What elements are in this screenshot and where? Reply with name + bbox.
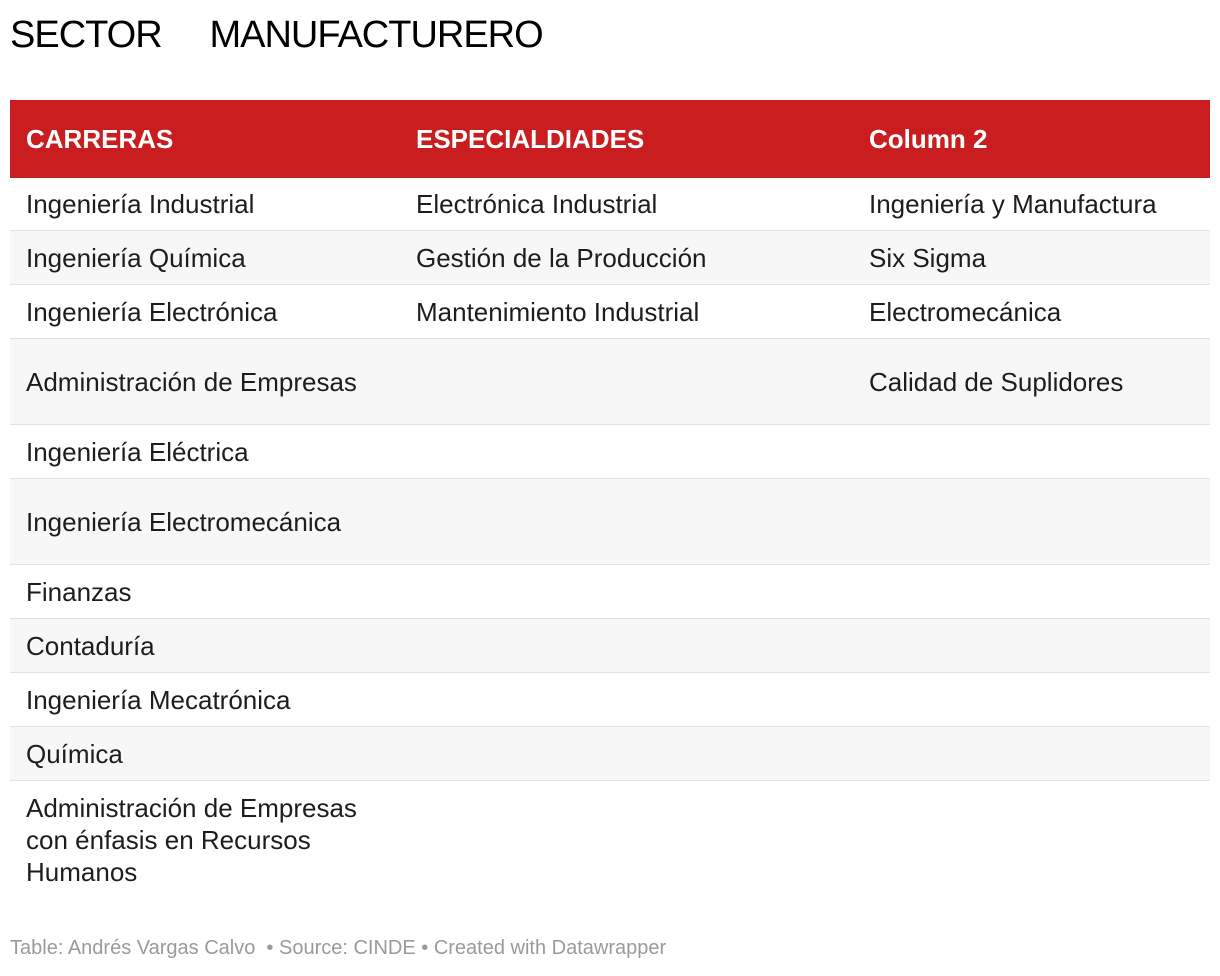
table-footer-credits: Table: Andrés Vargas Calvo • Source: CIN… — [10, 937, 667, 959]
table-header: CARRERAS ESPECIALDIADES Column 2 — [10, 100, 1210, 178]
table-row: Administración de Empresas Calidad de Su… — [10, 339, 1210, 425]
table-row: Ingeniería Electromecánica — [10, 479, 1210, 565]
table-cell: Ingeniería Electromecánica — [26, 506, 342, 537]
table-cell: Calidad de Suplidores — [869, 366, 1124, 397]
data-table: CARRERAS ESPECIALDIADES Column 2 Ingenie… — [10, 100, 1210, 899]
table-row: Ingeniería Eléctrica — [10, 425, 1210, 479]
table-row: Ingeniería Electrónica Mantenimiento Ind… — [10, 285, 1210, 339]
table-row: Ingeniería Mecatrónica — [10, 673, 1210, 727]
column-header-column-2: Column 2 — [869, 123, 988, 154]
table-cell: Ingeniería Eléctrica — [26, 436, 249, 467]
table-cell: Finanzas — [26, 576, 132, 607]
table-cell: Ingeniería Industrial — [26, 189, 255, 219]
table-cell: Electromecánica — [869, 296, 1062, 327]
table-cell: Gestión de la Producción — [416, 242, 707, 273]
table-cell: Administración de Empresas con énfasis e… — [26, 793, 357, 887]
table-cell: Contaduría — [26, 630, 155, 661]
column-header-carreras: CARRERAS — [26, 123, 174, 154]
page-title: SECTOR MANUFACTURERO — [10, 14, 544, 56]
table-cell: Mantenimiento Industrial — [416, 296, 700, 327]
table-cell: Six Sigma — [869, 242, 987, 273]
table-row: Ingeniería Química Gestión de la Producc… — [10, 231, 1210, 285]
table-row: Química — [10, 727, 1210, 781]
table-cell: Administración de Empresas — [26, 366, 357, 397]
table-cell: Ingeniería Electrónica — [26, 296, 278, 327]
table-cell: Electrónica Industrial — [416, 189, 658, 219]
table-cell: Química — [26, 738, 123, 769]
table-row: Ingeniería Industrial Electrónica Indust… — [10, 178, 1210, 231]
table-cell: Ingeniería Mecatrónica — [26, 684, 291, 715]
table-cell: Ingeniería y Manufactura — [869, 189, 1157, 219]
table-row: Contaduría — [10, 619, 1210, 673]
table-row: Finanzas — [10, 565, 1210, 619]
table-row: Administración de Empresas con énfasis e… — [10, 781, 1210, 899]
table-cell: Ingeniería Química — [26, 242, 246, 273]
column-header-especialidades: ESPECIALDIADES — [416, 123, 645, 154]
